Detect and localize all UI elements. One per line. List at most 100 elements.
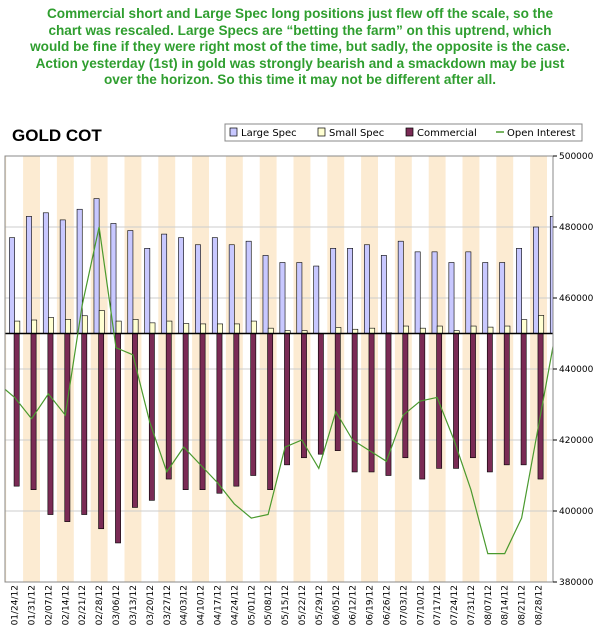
x-tick-label: 06/05/12 [332,585,342,625]
small-spec-bar [369,327,376,334]
large-spec-bar [533,226,539,334]
commercial-bar [13,333,20,487]
commercial-bar [148,333,155,501]
x-tick-label: 07/03/12 [399,585,409,625]
x-tick-label: 06/19/12 [366,585,376,625]
small-spec-bar [267,327,274,334]
x-tick-label: 08/07/12 [484,585,494,625]
commercial-bar [233,333,240,487]
x-tick-label: 01/31/12 [28,585,38,625]
x-tick-label: 03/13/12 [129,585,139,625]
small-spec-bar [166,320,173,334]
small-spec-bar [14,320,21,334]
commercial-bar [317,333,324,455]
small-spec-bar [250,320,257,334]
legend-label: Open Interest [507,128,576,139]
y-axis: 380000 400000 420000 440000 460000 480000 5000… [553,152,594,588]
x-tick-label: 04/17/12 [213,585,223,625]
y-tick-label: 480000 [559,223,594,233]
large-spec-bar [347,248,353,334]
large-spec-bar [313,265,320,334]
x-tick-label: 08/28/12 [535,585,545,625]
annotation-text: Commercial short and Large Spec long pos… [30,6,570,88]
x-tick-label: 08/21/12 [518,585,528,625]
chart-title: GOLD COT [12,126,102,145]
large-spec-bar [76,208,83,334]
commercial-bar [47,333,54,515]
large-spec-bar [279,262,286,334]
x-tick-label: 05/08/12 [264,585,274,625]
x-tick-label: 07/24/12 [450,585,460,625]
x-tick-label: 03/20/12 [146,585,156,625]
bars-below-baseline [5,332,553,544]
x-tick-label: 06/12/12 [349,585,359,625]
commercial-bar [453,333,459,469]
x-tick-label: 02/14/12 [61,585,71,625]
small-spec-bar [132,318,139,334]
commercial-bar [334,333,341,451]
large-spec-bar [9,237,15,334]
small-spec-bar [31,319,38,334]
large-spec-bar [431,251,438,334]
large-spec-bar [380,255,387,334]
large-spec-bar [26,216,32,334]
commercial-bar [351,333,358,473]
small-spec-bar [48,317,54,334]
large-spec-bar [448,262,455,334]
small-spec-bar [504,325,511,334]
small-spec-bar [98,310,105,334]
large-spec-bar [161,233,168,334]
large-spec-bar [178,237,184,334]
commercial-bar [419,333,426,480]
commercial-bar [81,333,88,515]
commercial-bar [402,333,409,459]
small-spec-bar [538,315,545,334]
x-tick-label: 05/15/12 [281,585,291,625]
large-spec-bar [397,240,404,334]
commercial-bar [64,333,71,522]
commercial-bar [503,333,510,466]
large-spec-bar [211,237,218,334]
x-tick-label: 04/03/12 [180,585,190,625]
large-spec-bar [245,240,252,334]
small-spec-bar [470,325,477,334]
x-tick-label: 02/28/12 [95,585,105,625]
large-spec-bar [482,262,489,334]
small-spec-bar [115,320,122,334]
small-spec-bar [81,315,88,334]
commercial-bar [486,333,493,473]
y-tick-label: 460000 [559,294,594,304]
commercial-bar [165,333,172,480]
large-spec-bar [364,244,370,334]
legend-swatch [229,127,238,137]
x-tick-label: 08/14/12 [501,585,511,625]
small-spec-bar [149,322,156,334]
legend: Large Spec Small Spec Commercial Open Inter… [224,123,583,142]
open-interest-line [5,226,553,555]
large-spec-bar [127,230,134,334]
large-spec-bar [59,219,66,334]
legend-label: Small Spec [329,128,384,139]
commercial-bar [132,333,138,508]
commercial-bar [470,333,476,459]
large-spec-bar [42,212,49,334]
x-tick-label: 03/27/12 [163,585,173,625]
y-tick-label: 500000 [559,152,594,162]
small-spec-bar [419,327,426,334]
y-tick-label: 400000 [559,507,594,517]
large-spec-bar [296,262,303,334]
large-spec-bar [330,248,337,334]
large-spec-bar [516,248,522,334]
legend-swatch [405,127,414,137]
small-spec-bar [521,319,528,334]
x-tick-label: 02/07/12 [44,585,54,625]
x-tick-label: 04/10/12 [197,585,207,625]
open-interest-series [5,226,553,555]
commercial-bar [182,333,189,490]
commercial-bar [98,333,105,530]
legend-label: Large Spec [241,128,297,139]
large-spec-bar [262,255,269,334]
small-spec-bar [335,327,342,334]
x-tick-label: 02/21/12 [78,585,88,625]
